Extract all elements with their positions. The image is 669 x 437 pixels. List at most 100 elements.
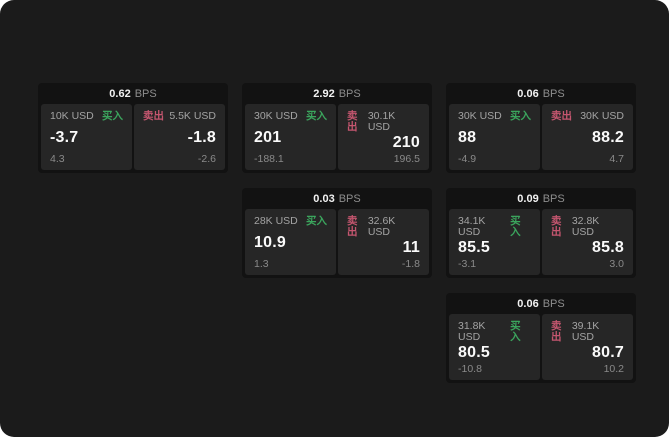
sell-side-label: 卖出 [551,320,562,343]
sell-price: -1.8 [187,128,216,146]
buy-quote-panel[interactable]: 30K USD 买入 201 -188.1 [245,104,336,170]
buy-amount: 28K USD [254,215,298,227]
buy-price: 10.9 [254,233,286,251]
buy-price: 201 [254,128,282,146]
sell-top-row: 卖出 39.1K USD [551,321,624,342]
sell-sub-value: 3.0 [609,257,624,270]
buy-top-row: 28K USD 买入 [254,216,327,227]
sell-price: 80.7 [592,343,624,361]
sell-sub-value: 4.7 [609,152,624,165]
quote-panels: 30K USD 买入 88 -4.9 卖出 30K USD 88.2 4.7 [449,104,633,170]
bps-unit-label: BPS [542,298,565,310]
bps-value: 2.92 [313,88,335,100]
sell-side-label: 卖出 [551,110,572,122]
buy-side-label: 买入 [306,215,327,227]
buy-price: 80.5 [458,343,490,361]
buy-sub-value: 1.3 [254,257,269,270]
buy-side-label: 买入 [510,215,521,238]
buy-amount: 31.8K USD [458,320,486,343]
buy-side-label: 买入 [102,110,123,122]
bps-value: 0.06 [517,298,539,310]
sell-quote-panel[interactable]: 卖出 32.8K USD 85.8 3.0 [542,209,633,275]
card-header: 0.09 BPS [449,190,633,209]
buy-amount: 30K USD [458,110,502,122]
sell-sub-value: -1.8 [401,257,420,270]
card-header: 0.06 BPS [449,295,633,314]
card-header: 0.03 BPS [245,190,429,209]
quote-card: 2.92 BPS 30K USD 买入 201 -188.1 卖出 30.1K … [242,83,432,173]
quote-panels: 10K USD 买入 -3.7 4.3 卖出 5.5K USD -1.8 -2.… [41,104,225,170]
quote-panels: 31.8K USD 买入 80.5 -10.8 卖出 39.1K USD 80.… [449,314,633,380]
sell-side-label: 卖出 [143,110,164,122]
sell-side-label: 卖出 [347,110,358,133]
bps-unit-label: BPS [338,193,361,205]
bps-unit-label: BPS [134,88,157,100]
buy-quote-panel[interactable]: 30K USD 买入 88 -4.9 [449,104,540,170]
sell-quote-panel[interactable]: 卖出 39.1K USD 80.7 10.2 [542,314,633,380]
sell-top-row: 卖出 30.1K USD [347,111,420,132]
buy-top-row: 34.1K USD 买入 [458,216,531,237]
sell-side-label: 卖出 [551,215,562,238]
sell-amount: 30.1K USD [367,110,396,133]
sell-amount: 32.6K USD [367,215,396,238]
sell-quote-panel[interactable]: 卖出 30.1K USD 210 196.5 [338,104,429,170]
buy-side-label: 买入 [306,110,327,122]
sell-sub-value: -2.6 [197,152,216,165]
buy-top-row: 10K USD 买入 [50,111,123,122]
buy-sub-value: -3.1 [458,257,477,270]
buy-sub-value: 4.3 [50,152,65,165]
bps-unit-label: BPS [338,88,361,100]
buy-amount: 30K USD [254,110,298,122]
card-header: 2.92 BPS [245,85,429,104]
quote-card: 0.06 BPS 30K USD 买入 88 -4.9 卖出 30K USD [446,83,636,173]
bps-value: 0.03 [313,193,335,205]
buy-amount: 34.1K USD [458,215,486,238]
sell-side-label: 卖出 [347,215,358,238]
quote-panels: 30K USD 买入 201 -188.1 卖出 30.1K USD 210 1… [245,104,429,170]
buy-price: 85.5 [458,238,490,256]
buy-side-label: 买入 [510,110,531,122]
bps-value: 0.62 [109,88,131,100]
buy-top-row: 30K USD 买入 [458,111,531,122]
sell-price: 11 [402,238,420,256]
quote-card: 0.09 BPS 34.1K USD 买入 85.5 -3.1 卖出 32.8K… [446,188,636,278]
buy-quote-panel[interactable]: 34.1K USD 买入 85.5 -3.1 [449,209,540,275]
quote-card: 0.03 BPS 28K USD 买入 10.9 1.3 卖出 32.6K US… [242,188,432,278]
quote-panels: 28K USD 买入 10.9 1.3 卖出 32.6K USD 11 -1.8 [245,209,429,275]
buy-top-row: 31.8K USD 买入 [458,321,531,342]
sell-sub-value: 10.2 [603,362,624,375]
sell-quote-panel[interactable]: 卖出 30K USD 88.2 4.7 [542,104,633,170]
sell-top-row: 卖出 32.6K USD [347,216,420,237]
sell-top-row: 卖出 30K USD [551,111,624,122]
sell-amount: 5.5K USD [169,110,216,122]
sell-amount: 32.8K USD [571,215,600,238]
sell-top-row: 卖出 5.5K USD [143,111,216,122]
buy-price: -3.7 [50,128,79,146]
buy-sub-value: -4.9 [458,152,477,165]
sell-price: 210 [392,133,420,151]
sell-amount: 39.1K USD [571,320,600,343]
sell-top-row: 卖出 32.8K USD [551,216,624,237]
bps-value: 0.09 [517,193,539,205]
buy-side-label: 买入 [510,320,521,343]
quote-card: 0.62 BPS 10K USD 买入 -3.7 4.3 卖出 5.5K USD [38,83,228,173]
bps-unit-label: BPS [542,88,565,100]
buy-quote-panel[interactable]: 10K USD 买入 -3.7 4.3 [41,104,132,170]
bps-unit-label: BPS [542,193,565,205]
bps-value: 0.06 [517,88,539,100]
sell-price: 85.8 [592,238,624,256]
buy-price: 88 [458,128,477,146]
sell-price: 88.2 [592,128,624,146]
sell-quote-panel[interactable]: 卖出 5.5K USD -1.8 -2.6 [134,104,225,170]
card-header: 0.62 BPS [41,85,225,104]
buy-quote-panel[interactable]: 28K USD 买入 10.9 1.3 [245,209,336,275]
quote-card: 0.06 BPS 31.8K USD 买入 80.5 -10.8 卖出 39.1… [446,293,636,383]
sell-sub-value: 196.5 [393,152,420,165]
buy-quote-panel[interactable]: 31.8K USD 买入 80.5 -10.8 [449,314,540,380]
quote-card-grid: 0.62 BPS 10K USD 买入 -3.7 4.3 卖出 5.5K USD [38,83,636,383]
buy-top-row: 30K USD 买入 [254,111,327,122]
sell-amount: 30K USD [580,110,624,122]
sell-quote-panel[interactable]: 卖出 32.6K USD 11 -1.8 [338,209,429,275]
buy-sub-value: -188.1 [254,152,284,165]
